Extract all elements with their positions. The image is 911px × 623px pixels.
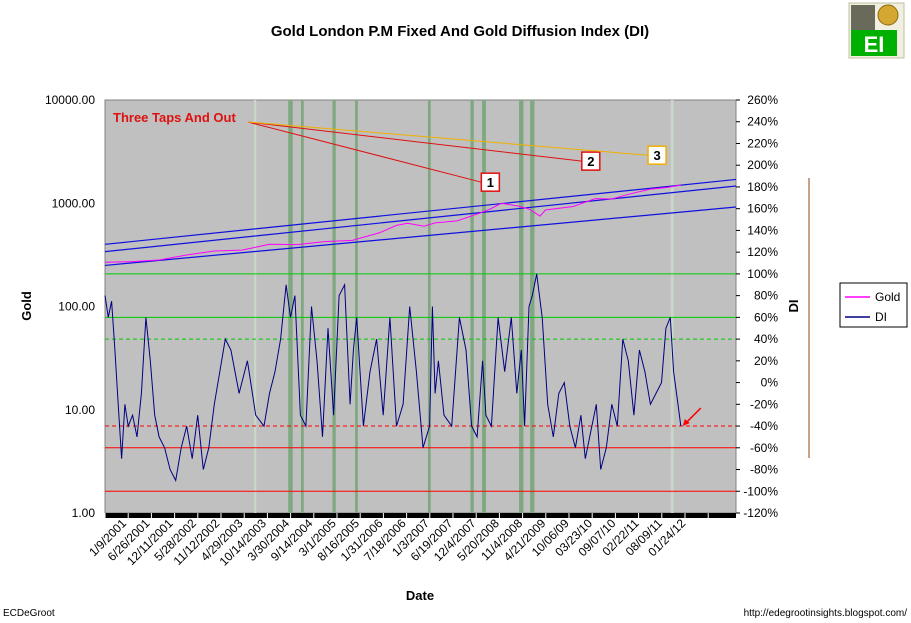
y-right-tick-label: -20% [750,397,778,411]
tap-leader-line-1 [247,121,482,183]
y-right-tick-label: -120% [743,506,778,520]
logo-coin-icon [877,4,899,26]
tap-marker-label-1: 1 [487,175,494,190]
annotations: Three Taps And Out 1 2 3 [113,110,702,427]
y-left-tick-label: 1.00 [72,506,96,520]
chart-title: Gold London P.M Fixed And Gold Diffusion… [271,23,649,40]
y-right-tick-label: 0% [761,376,779,390]
plot-area [104,99,737,514]
shaded-period-7 [482,100,486,513]
footer-url: http://edegrootinsights.blogspot.com/ [744,608,908,619]
footer-author: ECDeGroot [3,608,55,619]
trend-line-2 [104,206,737,267]
logo-text: EI [864,32,885,57]
y-right-axis-label: DI [786,300,801,313]
logo-badge [851,30,897,56]
series-line-gold [104,184,681,263]
y-right-tick-label: 60% [754,310,778,324]
legend-label-gold: Gold [875,290,900,304]
logo: EI [848,2,905,59]
shaded-period-5 [427,100,431,513]
y-right-tick-label: 260% [747,93,778,107]
arrow-head-icon [682,419,690,427]
trend-line-1 [104,185,737,253]
tap-marker-box-3 [647,145,667,165]
y-right-tick-label: 180% [747,180,778,194]
y-right-tick-label: 200% [747,158,778,172]
y-right-tick-label: 20% [754,354,778,368]
x-axis-ticks: 1/9/20016/26/200112/11/20015/28/200211/1… [86,513,709,569]
y-left-tick-label: 1000.00 [52,196,96,210]
shaded-period-10 [670,100,674,513]
trend-lines [104,178,737,267]
shaded-period-3 [332,100,336,513]
y-right-tick-label: 120% [747,245,778,259]
y-left-axis-label: Gold [19,291,34,321]
logo-photo [851,5,875,31]
tap-marker-box-1 [480,172,501,192]
y-left-tick-label: 100.00 [58,300,95,314]
y-right-ticks: 260% 240% 220% 200% 180% 160% 140% 120% 100% 80% 6… [736,93,778,520]
legend-label-di: DI [875,310,887,324]
y-right-tick-label: -100% [743,484,778,498]
y-right-tick-label: 100% [747,267,778,281]
tap-leader-line-2 [247,121,582,162]
y-right-tick-label: 80% [754,289,778,303]
y-left-ticks: 10000.00 1000.00 100.00 10.00 1.00 [45,93,95,520]
y-right-tick-label: 40% [754,332,778,346]
trend-line-0 [104,178,737,245]
y-right-tick-label: -60% [750,441,778,455]
annotation-text: Three Taps And Out [113,110,236,125]
tap-marker-label-3: 3 [653,148,660,163]
y-left-tick-label: 10000.00 [45,93,95,107]
x-axis-label: Date [406,588,434,603]
y-right-tick-label: 160% [747,202,778,216]
y-right-tick-label: -80% [750,463,778,477]
y-right-tick-label: 240% [747,115,778,129]
tap-marker-label-2: 2 [587,154,594,169]
shaded-periods [254,100,674,513]
shaded-period-4 [355,100,358,513]
shaded-period-6 [470,100,474,513]
legend: Gold DI [839,282,908,328]
di-reference-lines [105,273,736,492]
shaded-period-9 [530,100,535,513]
shaded-period-0 [254,100,257,513]
y-right-tick-label: 220% [747,136,778,150]
shaded-period-1 [288,100,293,513]
legend-box [839,282,908,328]
y-left-tick-label: 10.00 [65,403,95,417]
tap-leader-line-3 [247,121,649,156]
series-line-di [104,273,682,482]
y-right-tick-label: -40% [750,419,778,433]
x-axis-bar [105,513,736,518]
tap-marker-box-2 [581,151,601,171]
shaded-period-2 [300,100,304,513]
shaded-period-8 [519,100,524,513]
y-right-tick-label: 140% [747,223,778,237]
series-lines [104,184,682,482]
